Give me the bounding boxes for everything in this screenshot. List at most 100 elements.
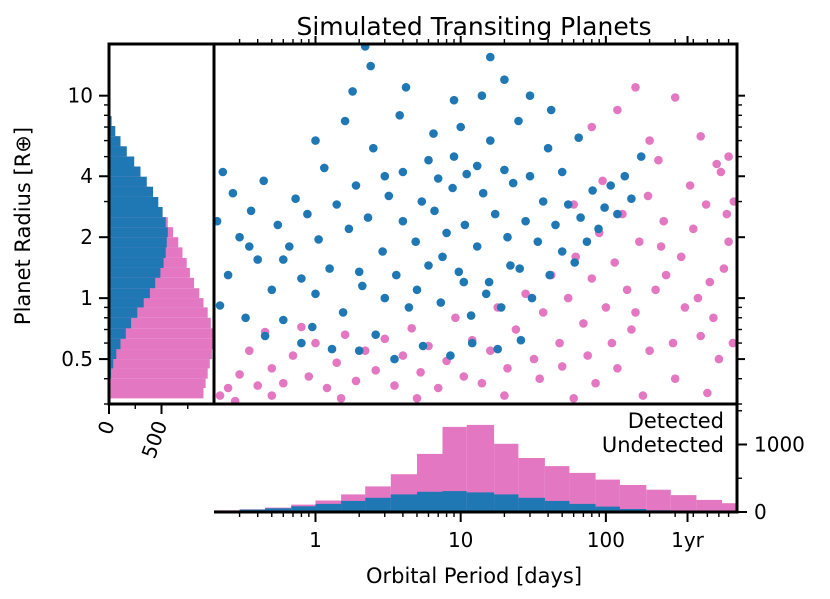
scatter-point-undetected xyxy=(297,322,306,332)
scatter-point-detected xyxy=(241,313,250,323)
scatter-point-detected xyxy=(358,281,367,291)
scatter-point-undetected xyxy=(230,396,240,404)
scatter-point-detected xyxy=(371,330,381,340)
period-hist-bar-detected xyxy=(518,497,545,512)
scatter-point-detected xyxy=(395,111,405,120)
scatter-point-undetected xyxy=(659,216,668,226)
scatter-point-detected xyxy=(493,344,503,354)
scatter-point-undetected xyxy=(714,354,724,364)
radius-hist-bar-undetected xyxy=(109,298,204,308)
scatter-point-detected xyxy=(285,242,294,251)
scatter-point-detected xyxy=(412,285,422,295)
scatter-point-undetected xyxy=(716,167,726,177)
scatter-point-undetected xyxy=(451,313,460,323)
period-hist-bar-undetected xyxy=(619,485,647,512)
scatter-point-detected xyxy=(384,191,394,201)
radius-hist-bar-detected xyxy=(109,307,138,318)
scatter-point-detected xyxy=(246,206,256,216)
scatter-point-detected xyxy=(214,216,222,226)
scatter-point-undetected xyxy=(685,181,695,190)
scatter-point-detected xyxy=(486,136,495,145)
count-tick-label: 0 xyxy=(754,500,767,524)
scatter-point-detected xyxy=(506,261,515,270)
radius-hist-bar-detected xyxy=(109,217,166,228)
scatter-group xyxy=(214,44,737,404)
scatter-point-undetected xyxy=(336,394,346,403)
x-tick-label: 1yr xyxy=(671,528,705,552)
radius-hist-bar-undetected xyxy=(109,388,204,399)
scatter-point-detected xyxy=(433,174,443,183)
scatter-point-undetected xyxy=(701,200,711,209)
scatter-point-detected xyxy=(297,274,306,283)
scatter-point-detected xyxy=(466,311,476,320)
scatter-point-undetected xyxy=(500,391,509,400)
scatter-point-detected xyxy=(525,91,535,100)
scatter-point-detected xyxy=(223,270,233,280)
scatter-point-undetected xyxy=(279,378,288,388)
scatter-point-detected xyxy=(411,237,421,246)
scatter-point-detected xyxy=(215,301,225,310)
scatter-point-detected xyxy=(380,171,390,181)
scatter-point-detected xyxy=(538,197,548,206)
y-axis-label: Planet Radius [R⊕] xyxy=(11,127,35,325)
scatter-point-undetected xyxy=(433,383,443,393)
radius-hist-bar-detected xyxy=(109,257,164,268)
scatter-point-undetected xyxy=(661,270,671,280)
scatter-point-undetected xyxy=(511,325,521,334)
scatter-point-undetected xyxy=(722,209,732,219)
scatter-point-undetected xyxy=(613,105,622,115)
period-hist-bar-detected xyxy=(341,500,366,512)
scatter-point-detected xyxy=(338,308,348,317)
scatter-point-detected xyxy=(508,178,518,188)
scatter-point-detected xyxy=(417,197,427,206)
count-tick-label: 1000 xyxy=(754,433,805,457)
scatter-point-undetected xyxy=(643,191,653,201)
period-hist-bar-detected xyxy=(442,491,467,512)
x-axis-label: Orbital Period [days] xyxy=(366,564,582,588)
scatter-point-undetected xyxy=(412,394,422,403)
scatter-point-detected xyxy=(218,167,228,177)
scatter-point-detected xyxy=(514,116,523,126)
scatter-point-detected xyxy=(620,171,630,181)
period-hist-bar-detected xyxy=(494,494,519,512)
scatter-point-undetected xyxy=(557,362,567,371)
radius-hist-bar-detected xyxy=(109,136,121,147)
scatter-point-undetected xyxy=(724,237,733,246)
scatter-point-undetected xyxy=(719,264,729,273)
scatter-point-detected xyxy=(546,105,556,115)
radius-hist-bar-undetected xyxy=(109,338,214,350)
scatter-point-detected xyxy=(438,252,447,262)
radius-hist-bar-detected xyxy=(109,359,114,369)
scatter-point-undetected xyxy=(638,391,648,400)
scatter-point-undetected xyxy=(340,330,350,340)
scatter-point-undetected xyxy=(670,374,680,384)
scatter-point-undetected xyxy=(351,376,361,386)
scatter-point-detected xyxy=(354,267,364,277)
scatter-point-undetected xyxy=(360,346,370,356)
scatter-point-detected xyxy=(327,344,337,354)
period-hist-bar-detected xyxy=(265,508,292,512)
scatter-point-detected xyxy=(279,255,288,264)
scatter-point-detected xyxy=(456,122,466,132)
scatter-point-undetected xyxy=(332,358,342,368)
radius-hist-bar-undetected xyxy=(109,349,212,360)
scatter-point-undetected xyxy=(680,303,690,312)
scatter-point-detected xyxy=(613,209,622,219)
radius-hist-bar-detected xyxy=(109,298,144,308)
scatter-point-undetected xyxy=(613,364,622,373)
radius-hist-bar-detected xyxy=(109,207,163,218)
scatter-point-undetected xyxy=(607,338,617,348)
scatter-point-undetected xyxy=(579,319,588,328)
scatter-point-undetected xyxy=(311,338,320,348)
scatter-point-undetected xyxy=(656,242,666,251)
scatter-point-detected xyxy=(551,220,560,230)
scatter-point-undetected xyxy=(693,293,703,303)
scatter-point-detected xyxy=(500,165,509,175)
scatter-point-detected xyxy=(259,176,269,186)
scatter-point-undetected xyxy=(245,346,254,356)
scatter-point-detected xyxy=(449,152,459,161)
scatter-point-undetected xyxy=(223,383,233,393)
scatter-point-detected xyxy=(297,338,306,348)
period-hist-bar-detected xyxy=(595,506,620,512)
